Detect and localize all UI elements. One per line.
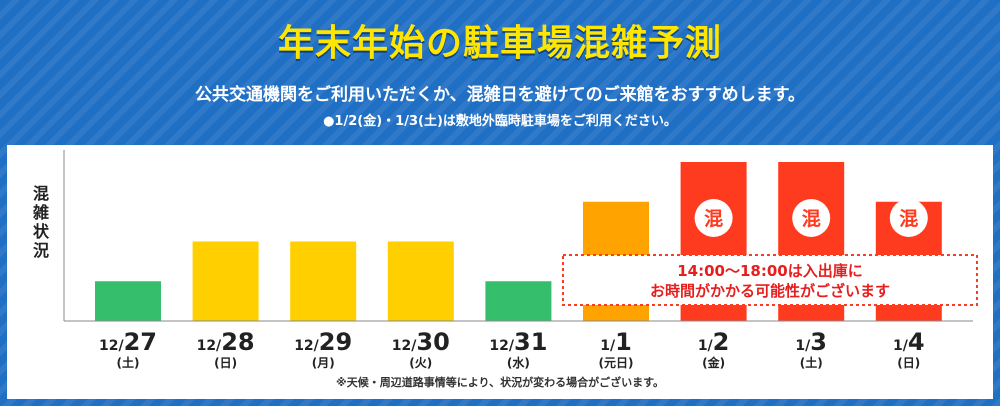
bar-3 <box>387 241 454 321</box>
page-title: 年末年始の駐車場混雑予測 <box>277 23 722 64</box>
x-tick-weekday: (元日) <box>599 356 634 370</box>
y-axis-label: 混雑状況 <box>30 185 49 261</box>
x-tick-label: 1/4 <box>893 328 925 356</box>
x-tick-weekday: (金) <box>702 355 725 370</box>
congestion-badge <box>694 199 733 237</box>
x-tick-label: 1/1 <box>600 328 632 356</box>
subtitle: 公共交通機関をご利用いただくか、混雑日を避けてのご来館をおすすめします。 <box>195 85 805 105</box>
x-tick-weekday: (土) <box>800 355 823 370</box>
x-tick-label: 1/2 <box>698 328 730 356</box>
x-tick-weekday: (月) <box>312 356 335 370</box>
x-tick-label: 12/27 <box>99 328 157 356</box>
x-tick-label: 12/30 <box>392 328 450 356</box>
bar-1 <box>192 241 259 321</box>
x-tick-weekday: (土) <box>117 355 140 370</box>
x-tick-label: 12/28 <box>197 328 255 356</box>
bar-2 <box>290 241 357 321</box>
x-tick-weekday: (火) <box>409 356 432 370</box>
bar-4 <box>485 281 552 321</box>
congestion-badge-label: 混 <box>704 208 723 230</box>
congestion-badge-label: 混 <box>899 208 918 230</box>
x-tick-label: 1/3 <box>795 328 827 356</box>
x-tick-weekday: (日) <box>897 356 920 370</box>
congestion-badge <box>792 199 831 237</box>
x-tick-label: 12/29 <box>294 328 352 356</box>
chart-panel: 混雑状況 混 混 混 14:00〜18:00は入出庫にお時間がかかる可能性がございま… <box>7 145 993 399</box>
x-tick-weekday: (日) <box>214 356 237 370</box>
callout-box <box>562 254 978 306</box>
congestion-badge <box>889 199 928 237</box>
notice-text: ●1/2(金)・1/3(土)は敷地外臨時駐車場をご利用ください。 <box>323 114 677 129</box>
x-tick-weekday: (水) <box>507 355 530 370</box>
bar-0 <box>95 281 161 321</box>
callout-line: 14:00〜18:00は入出庫に <box>677 262 863 280</box>
footnote: ※天候・周辺道路事情等により、状況が変わる場合がございます。 <box>336 376 664 389</box>
x-tick-label: 12/31 <box>489 328 547 356</box>
congestion-badge-label: 混 <box>802 208 821 230</box>
callout-line: お時間がかかる可能性がございます <box>650 282 890 300</box>
